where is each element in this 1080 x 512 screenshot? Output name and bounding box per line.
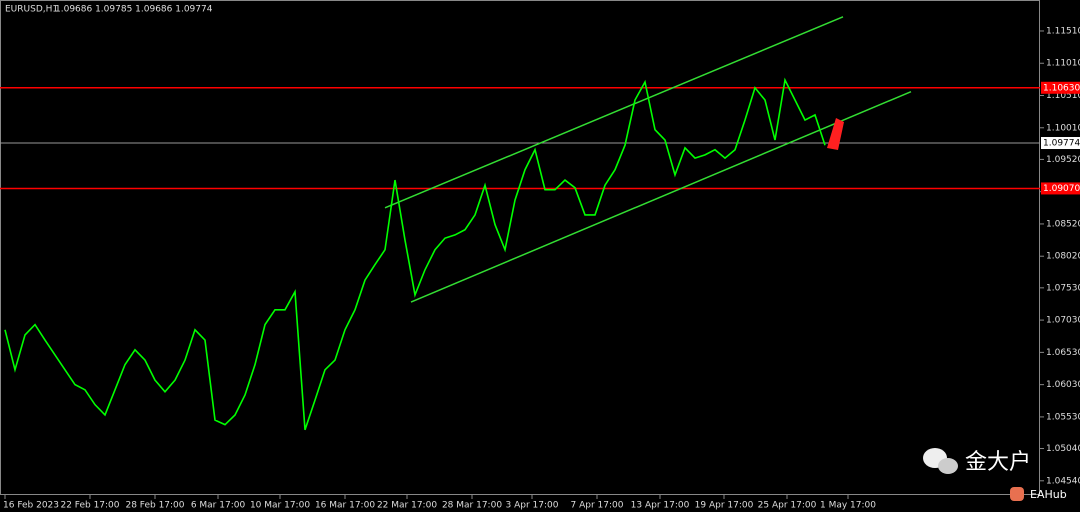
x-tick-label: 7 Apr 17:00 [571, 501, 624, 511]
price-line [4, 77, 826, 431]
x-tick-label: 3 Apr 17:00 [506, 501, 559, 511]
y-tick-label: 1.11010 [1046, 59, 1080, 69]
x-tick-label: 1 May 17:00 [820, 501, 876, 511]
watermark: 金大户 EAHub [923, 448, 1067, 501]
plot-frame [0, 0, 1040, 495]
current-price-label: 1.09774 [1043, 139, 1080, 149]
badge-icon [1010, 487, 1024, 501]
y-tick-label: 1.10510 [1046, 91, 1080, 101]
arrow [827, 118, 844, 150]
y-tick-label: 1.11510 [1046, 26, 1080, 36]
chart-title: EURUSD,H1 [5, 5, 58, 15]
level-label: 1.10630 [1043, 83, 1080, 93]
y-tick-label: 1.08020 [1046, 252, 1080, 262]
y-tick-label: 1.07030 [1046, 316, 1080, 326]
x-tick-label: 16 Mar 17:00 [315, 501, 375, 511]
y-tick-label: 1.07530 [1046, 283, 1080, 293]
level-box [1041, 81, 1080, 94]
wechat-icon [938, 458, 958, 474]
x-tick-label: 10 Mar 17:00 [250, 501, 310, 511]
watermark-text: 金大户 [965, 450, 1031, 475]
y-tick-label: 1.04540 [1046, 476, 1080, 486]
x-tick-label: 19 Apr 17:00 [695, 501, 754, 511]
y-tick-label: 1.10010 [1046, 123, 1080, 133]
x-tick-label: 22 Feb 17:00 [60, 501, 119, 511]
x-tick-label: 6 Mar 17:00 [191, 501, 246, 511]
y-tick-label: 1.06030 [1046, 380, 1080, 390]
x-tick-label: 28 Feb 17:00 [125, 501, 184, 511]
trendline [384, 16, 844, 209]
x-tick-label: 16 Feb 2023 [3, 501, 59, 511]
y-tick-label: 1.05530 [1046, 412, 1080, 422]
x-tick-label: 28 Mar 17:00 [442, 501, 502, 511]
y-tick-label: 1.09520 [1046, 155, 1080, 165]
trendline [410, 90, 912, 303]
plot [0, 16, 1040, 431]
y-tick-label: 1.06530 [1046, 348, 1080, 358]
current-price-box [1041, 137, 1080, 150]
y-tick-label: 1.05040 [1046, 444, 1080, 454]
x-tick-label: 13 Apr 17:00 [631, 501, 690, 511]
level-box [1041, 182, 1080, 195]
level-label: 1.09070 [1043, 184, 1080, 194]
x-tick-label: 25 Apr 17:00 [758, 501, 817, 511]
x-tick-label: 22 Mar 17:00 [377, 501, 437, 511]
y-tick-label: 1.08520 [1046, 219, 1080, 229]
badge-text: EAHub [1030, 488, 1067, 501]
quote: 1.09686 1.09785 1.09686 1.09774 [55, 5, 213, 15]
